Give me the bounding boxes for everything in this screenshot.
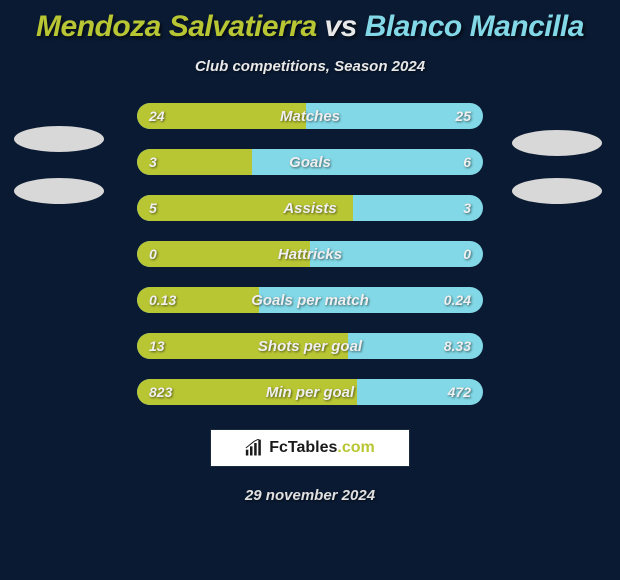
- stat-bar: 5Assists3: [137, 195, 483, 221]
- stat-bar: 3Goals6: [137, 149, 483, 175]
- stat-bar: 0.13Goals per match0.24: [137, 287, 483, 313]
- brand-suffix: .com: [337, 439, 374, 456]
- player2-name: Blanco Mancilla: [365, 10, 584, 43]
- player1-name: Mendoza Salvatierra: [36, 10, 317, 43]
- stat-bar-fill: [137, 195, 353, 221]
- brand-main: FcTables: [269, 439, 337, 456]
- stat-bar: 0Hattricks0: [137, 241, 483, 267]
- stat-value-right: 6: [463, 149, 471, 175]
- comparison-bars: 24Matches25 3Goals6 5Assists3 0Hattricks0 0.…: [137, 103, 483, 405]
- brand-text: FcTables.com: [269, 439, 375, 457]
- stat-bar-fill: [137, 103, 306, 129]
- stat-value-right: 8.33: [444, 333, 471, 359]
- stat-value-right: 472: [448, 379, 471, 405]
- player-badge-right: [512, 178, 602, 204]
- stat-bar-fill: [137, 287, 259, 313]
- stat-value-right: 0: [463, 241, 471, 267]
- page-title: Mendoza Salvatierra vs Blanco Mancilla: [0, 0, 620, 44]
- stat-bar: 24Matches25: [137, 103, 483, 129]
- stat-value-right: 3: [463, 195, 471, 221]
- stat-value-right: 25: [455, 103, 471, 129]
- chart-bars-icon: [245, 439, 265, 457]
- player-badge-left: [14, 178, 104, 204]
- brand-box: FcTables.com: [210, 429, 410, 467]
- stat-bar-fill: [137, 241, 310, 267]
- stat-bar: 13Shots per goal8.33: [137, 333, 483, 359]
- stat-bar: 823Min per goal472: [137, 379, 483, 405]
- stat-bar-fill: [137, 333, 348, 359]
- subtitle: Club competitions, Season 2024: [0, 58, 620, 75]
- player-badge-right: [512, 130, 602, 156]
- vs-label: vs: [325, 10, 357, 43]
- stat-bar-fill: [137, 149, 252, 175]
- player-badge-left: [14, 126, 104, 152]
- stat-value-right: 0.24: [444, 287, 471, 313]
- stat-bar-fill: [137, 379, 357, 405]
- date-label: 29 november 2024: [0, 487, 620, 504]
